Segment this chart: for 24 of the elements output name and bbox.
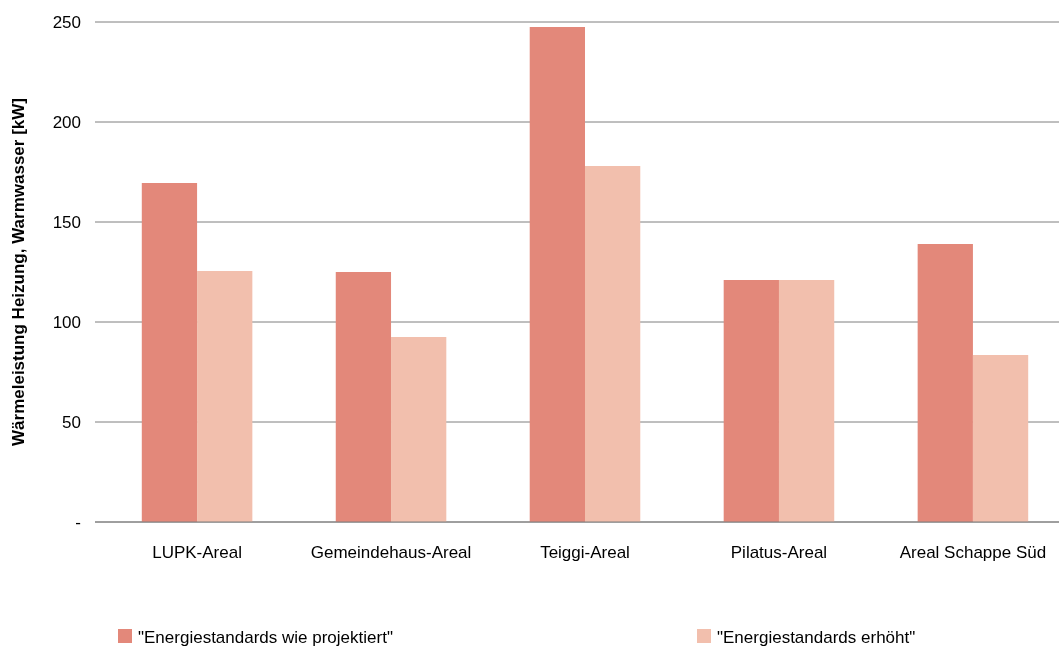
x-tick-label: Pilatus-Areal [730, 543, 828, 563]
bar [197, 271, 253, 522]
bar [917, 244, 973, 522]
x-tick-label: Gemeindehaus-Areal [310, 543, 472, 563]
bar [723, 280, 779, 522]
legend-label: "Energiestandards wie projektiert" [138, 628, 393, 647]
y-tick-label: 200 [52, 112, 81, 132]
bar [141, 183, 198, 522]
y-tick-label: - [75, 512, 81, 532]
x-tick-label: LUPK-Areal [152, 543, 242, 563]
bar [585, 166, 641, 522]
y-tick-label: 100 [52, 312, 81, 332]
y-tick-label: 250 [52, 12, 81, 32]
y-tick-label: 50 [62, 412, 81, 432]
bar [391, 337, 447, 522]
bar [529, 27, 585, 522]
x-tick-label: Areal Schappe Süd [899, 543, 1047, 563]
bar [778, 280, 835, 522]
x-tick-label: Teiggi-Areal [540, 543, 630, 563]
legend-label: "Energiestandards erhöht" [717, 628, 916, 647]
y-tick-label: 150 [52, 212, 81, 232]
bar [972, 355, 1029, 522]
y-axis-title: Wärmeleistung Heizung, Warmwasser [kW] [9, 98, 28, 446]
bar [335, 272, 392, 522]
